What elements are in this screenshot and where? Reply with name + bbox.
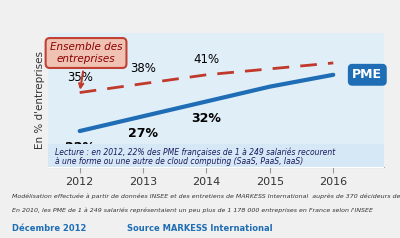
Text: à une forme ou une autre de cloud computing (SaaS, PaaS, IaaS): à une forme ou une autre de cloud comput… (55, 157, 303, 166)
Text: 41%: 41% (194, 53, 220, 66)
Text: Lecture : en 2012, 22% des PME françaises de 1 à 249 salariés recourent: Lecture : en 2012, 22% des PME française… (55, 148, 335, 157)
Text: 32%: 32% (192, 112, 222, 125)
Text: PME: PME (352, 68, 382, 81)
Text: En 2010, les PME de 1 à 249 salariés représentaient un peu plus de 1 178 000 ent: En 2010, les PME de 1 à 249 salariés rep… (12, 207, 373, 213)
Y-axis label: En % d'entreprises: En % d'entreprises (35, 51, 45, 149)
Text: Modélisation effectuée à partir de données INSEE et des entretiens de MARKESS In: Modélisation effectuée à partir de donné… (12, 193, 400, 198)
Text: 38%: 38% (130, 62, 156, 75)
Text: Ensemble des
entreprises: Ensemble des entreprises (50, 42, 122, 88)
Text: 27%: 27% (128, 127, 158, 140)
Text: 35%: 35% (67, 71, 93, 84)
Text: 22%: 22% (65, 141, 95, 154)
Text: Décembre 2012: Décembre 2012 (12, 224, 86, 233)
Text: Source MARKESS International: Source MARKESS International (127, 224, 273, 233)
